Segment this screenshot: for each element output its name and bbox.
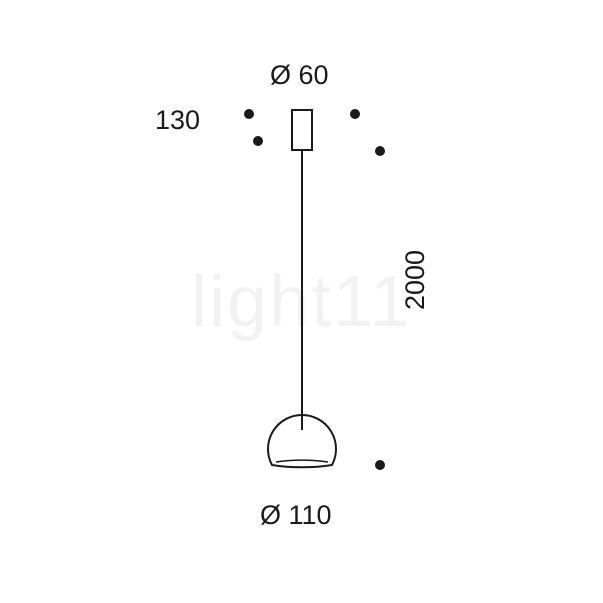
- dot-canopy-height: [253, 136, 263, 146]
- bulb-inner-edge: [276, 460, 328, 462]
- canopy-shape: [292, 110, 312, 150]
- dot-cable-top: [375, 146, 385, 156]
- label-bottom-diameter: Ø 110: [260, 500, 332, 531]
- label-cable-length: 2000: [400, 250, 431, 310]
- label-top-diameter: Ø 60: [270, 60, 329, 91]
- label-canopy-height: 130: [155, 105, 200, 136]
- dot-canopy-left: [244, 109, 254, 119]
- dot-bulb-bottom: [375, 460, 385, 470]
- dot-canopy-right: [350, 109, 360, 119]
